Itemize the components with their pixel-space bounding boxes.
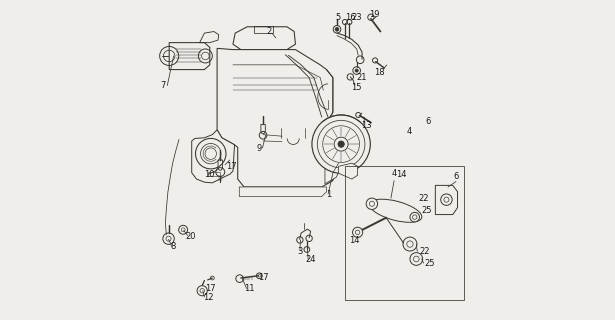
Text: 23: 23 bbox=[351, 13, 362, 22]
Text: 14: 14 bbox=[396, 170, 407, 179]
Text: 18: 18 bbox=[374, 68, 385, 77]
Text: 22: 22 bbox=[419, 247, 430, 256]
Text: 10: 10 bbox=[204, 170, 215, 179]
Text: 7: 7 bbox=[160, 81, 165, 90]
Bar bbox=[253, 26, 272, 33]
Circle shape bbox=[335, 28, 339, 31]
Text: 6: 6 bbox=[426, 117, 431, 126]
Text: 21: 21 bbox=[357, 73, 367, 82]
Text: 17: 17 bbox=[258, 273, 269, 282]
Text: 24: 24 bbox=[306, 255, 316, 264]
Polygon shape bbox=[435, 185, 458, 215]
Text: 14: 14 bbox=[349, 236, 360, 245]
Circle shape bbox=[410, 252, 423, 265]
Circle shape bbox=[338, 141, 344, 147]
Circle shape bbox=[196, 139, 226, 169]
Circle shape bbox=[312, 115, 370, 173]
Text: 3: 3 bbox=[297, 247, 303, 257]
Text: 25: 25 bbox=[424, 259, 435, 268]
Text: 22: 22 bbox=[418, 194, 429, 203]
Circle shape bbox=[441, 194, 452, 205]
Text: 19: 19 bbox=[369, 10, 379, 19]
Text: 12: 12 bbox=[203, 293, 213, 302]
Text: 8: 8 bbox=[170, 242, 176, 251]
Polygon shape bbox=[339, 163, 357, 179]
Ellipse shape bbox=[370, 199, 422, 222]
Polygon shape bbox=[325, 136, 339, 184]
Text: 17: 17 bbox=[205, 284, 216, 293]
Bar bbox=[208, 172, 220, 177]
Text: 4: 4 bbox=[407, 127, 411, 136]
Text: 6: 6 bbox=[453, 172, 459, 180]
Text: 11: 11 bbox=[244, 284, 255, 293]
Polygon shape bbox=[239, 187, 327, 196]
Circle shape bbox=[410, 212, 419, 222]
Circle shape bbox=[355, 69, 359, 72]
Polygon shape bbox=[192, 130, 234, 183]
Text: 25: 25 bbox=[421, 206, 432, 215]
Text: 13: 13 bbox=[362, 121, 372, 130]
Circle shape bbox=[403, 237, 417, 251]
Text: 5: 5 bbox=[335, 13, 341, 22]
Circle shape bbox=[366, 198, 378, 210]
Polygon shape bbox=[217, 48, 336, 187]
Text: 20: 20 bbox=[185, 232, 196, 241]
Text: 1: 1 bbox=[326, 190, 331, 199]
Text: 15: 15 bbox=[351, 83, 362, 92]
Bar bbox=[345, 166, 464, 300]
Text: 2: 2 bbox=[266, 27, 271, 36]
Circle shape bbox=[352, 227, 363, 237]
Text: 4: 4 bbox=[392, 169, 397, 178]
Text: 17: 17 bbox=[226, 162, 237, 171]
Text: 9: 9 bbox=[256, 144, 262, 153]
Text: 16: 16 bbox=[344, 13, 355, 22]
